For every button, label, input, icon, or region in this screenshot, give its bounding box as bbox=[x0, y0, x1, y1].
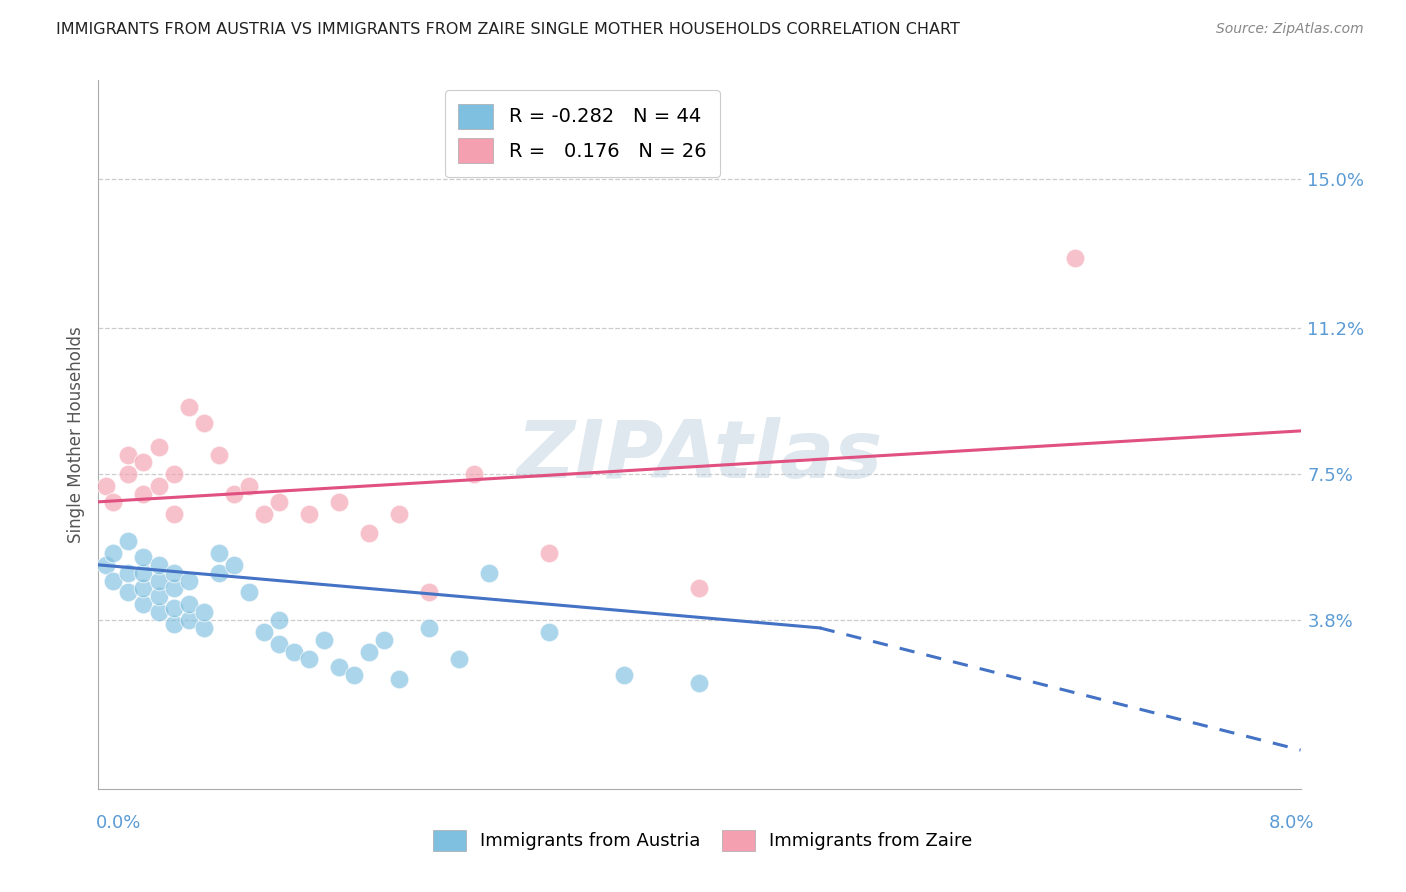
Point bbox=[103, 546, 125, 560]
Point bbox=[193, 605, 215, 619]
Text: IMMIGRANTS FROM AUSTRIA VS IMMIGRANTS FROM ZAIRE SINGLE MOTHER HOUSEHOLDS CORREL: IMMIGRANTS FROM AUSTRIA VS IMMIGRANTS FR… bbox=[56, 22, 960, 37]
Y-axis label: Single Mother Households: Single Mother Households bbox=[66, 326, 84, 543]
Point bbox=[132, 597, 155, 611]
Point bbox=[208, 546, 231, 560]
Point bbox=[132, 487, 155, 501]
Point bbox=[208, 448, 231, 462]
Point bbox=[613, 668, 636, 682]
Point bbox=[162, 566, 184, 580]
Point bbox=[177, 401, 200, 415]
Point bbox=[538, 546, 561, 560]
Point bbox=[148, 605, 170, 619]
Point bbox=[177, 597, 200, 611]
Point bbox=[267, 495, 290, 509]
Point bbox=[148, 590, 170, 604]
Point bbox=[103, 495, 125, 509]
Point bbox=[418, 585, 440, 599]
Point bbox=[253, 624, 276, 639]
Point bbox=[162, 617, 184, 632]
Point bbox=[343, 668, 366, 682]
Point bbox=[688, 676, 710, 690]
Point bbox=[238, 479, 260, 493]
Point bbox=[267, 613, 290, 627]
Point bbox=[388, 672, 411, 686]
Point bbox=[132, 582, 155, 596]
Text: ZIPAtlas: ZIPAtlas bbox=[516, 417, 883, 495]
Point bbox=[478, 566, 501, 580]
Point bbox=[357, 644, 380, 658]
Point bbox=[463, 467, 485, 482]
Text: 8.0%: 8.0% bbox=[1270, 814, 1315, 831]
Point bbox=[117, 566, 139, 580]
Text: Source: ZipAtlas.com: Source: ZipAtlas.com bbox=[1216, 22, 1364, 37]
Point bbox=[162, 467, 184, 482]
Point bbox=[94, 558, 117, 572]
Point bbox=[267, 637, 290, 651]
Point bbox=[447, 652, 470, 666]
Point bbox=[238, 585, 260, 599]
Point bbox=[222, 487, 245, 501]
Point bbox=[148, 440, 170, 454]
Point bbox=[103, 574, 125, 588]
Point bbox=[193, 621, 215, 635]
Point bbox=[162, 601, 184, 615]
Point bbox=[312, 632, 335, 647]
Point bbox=[132, 549, 155, 564]
Point bbox=[1064, 251, 1087, 265]
Point bbox=[222, 558, 245, 572]
Point bbox=[388, 507, 411, 521]
Point bbox=[538, 624, 561, 639]
Legend: R = -0.282   N = 44, R =   0.176   N = 26: R = -0.282 N = 44, R = 0.176 N = 26 bbox=[444, 90, 720, 177]
Point bbox=[193, 416, 215, 430]
Point bbox=[94, 479, 117, 493]
Point bbox=[283, 644, 305, 658]
Point bbox=[328, 660, 350, 674]
Point bbox=[148, 479, 170, 493]
Point bbox=[688, 582, 710, 596]
Point bbox=[328, 495, 350, 509]
Point bbox=[148, 558, 170, 572]
Point bbox=[132, 566, 155, 580]
Point bbox=[148, 574, 170, 588]
Point bbox=[298, 507, 321, 521]
Point bbox=[208, 566, 231, 580]
Text: 0.0%: 0.0% bbox=[96, 814, 141, 831]
Point bbox=[177, 574, 200, 588]
Point bbox=[117, 534, 139, 549]
Point bbox=[162, 507, 184, 521]
Point bbox=[117, 467, 139, 482]
Point bbox=[132, 455, 155, 469]
Point bbox=[117, 448, 139, 462]
Point bbox=[253, 507, 276, 521]
Point bbox=[117, 585, 139, 599]
Point bbox=[298, 652, 321, 666]
Point bbox=[373, 632, 395, 647]
Point bbox=[418, 621, 440, 635]
Legend: Immigrants from Austria, Immigrants from Zaire: Immigrants from Austria, Immigrants from… bbox=[426, 822, 980, 858]
Point bbox=[177, 613, 200, 627]
Point bbox=[357, 526, 380, 541]
Point bbox=[162, 582, 184, 596]
